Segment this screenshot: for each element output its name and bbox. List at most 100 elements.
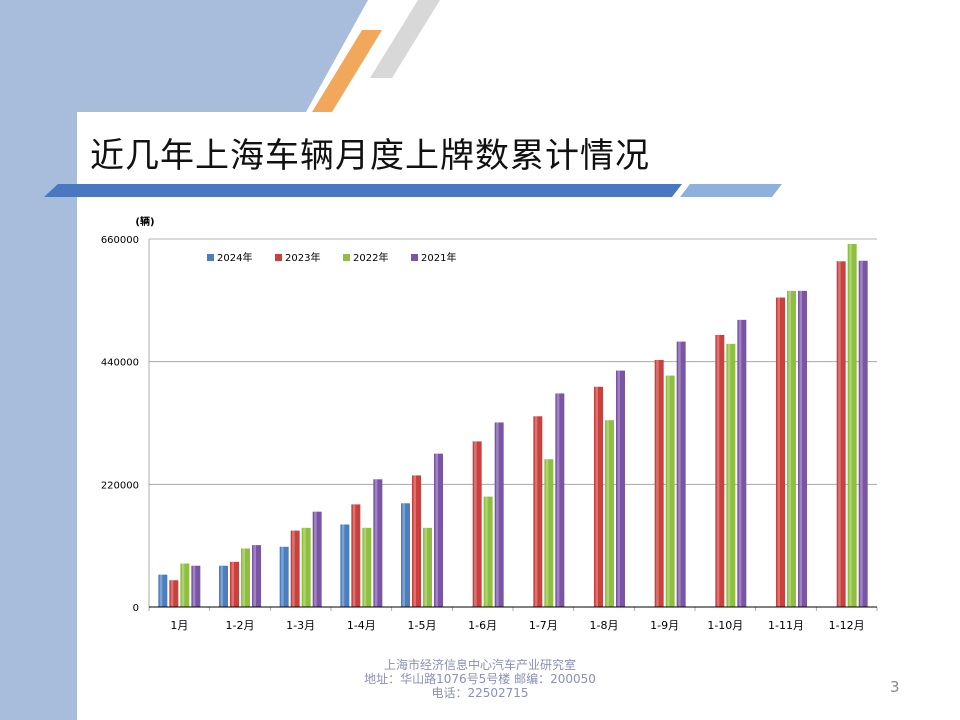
gray-stripe <box>370 0 440 78</box>
x-tick-label: 1-2月 <box>226 619 255 632</box>
bar <box>665 375 675 607</box>
bar-highlight <box>860 260 863 607</box>
bar-highlight <box>424 527 427 607</box>
slide-title: 近几年上海车辆月度上牌数累计情况 <box>90 136 650 176</box>
bar <box>616 370 625 607</box>
bar <box>555 393 565 607</box>
bar <box>494 422 504 607</box>
bar <box>594 386 603 607</box>
bar <box>351 504 361 607</box>
page-number: 3 <box>890 678 900 696</box>
legend-label: 2021年 <box>421 251 456 264</box>
footer-phone: 电话：22502715 <box>431 686 529 700</box>
bar-highlight <box>303 527 306 607</box>
bar <box>169 580 179 607</box>
x-tick-label: 1-7月 <box>529 619 558 632</box>
bar-highlight <box>253 545 256 607</box>
x-tick-label: 1月 <box>170 619 188 632</box>
bar-highlight <box>170 580 174 607</box>
legend-swatch <box>207 254 214 261</box>
y-tick-label: 220000 <box>101 480 139 491</box>
bar <box>798 290 807 607</box>
x-tick-label: 1-6月 <box>468 619 497 632</box>
x-tick-label: 1-4月 <box>347 619 376 632</box>
bar-highlight <box>617 370 620 607</box>
x-tick-label: 1-5月 <box>408 619 437 632</box>
bar-highlight <box>799 290 802 607</box>
orange-stripe <box>312 30 382 112</box>
legend-label: 2023年 <box>285 251 320 264</box>
bar <box>290 530 300 607</box>
bar-highlight <box>413 475 416 607</box>
y-axis-label: (辆) <box>135 215 154 228</box>
bar-highlight <box>231 561 234 607</box>
bar <box>847 244 857 607</box>
bar-highlight <box>402 503 405 607</box>
footer-org: 上海市经济信息中心汽车产业研究室 <box>383 658 576 672</box>
bar-highlight <box>606 420 609 607</box>
x-tick-label: 1-11月 <box>768 619 804 632</box>
y-tick-label: 0 <box>133 603 139 614</box>
bar-highlight <box>496 422 499 607</box>
bar-highlight <box>181 563 185 607</box>
bar-highlight <box>242 548 245 607</box>
bar <box>676 341 686 607</box>
bar-highlight <box>435 453 438 607</box>
bar-highlight <box>656 359 659 607</box>
bar <box>401 503 410 607</box>
bar <box>836 261 846 607</box>
legend-label: 2024年 <box>217 251 252 264</box>
bar <box>279 546 289 607</box>
bar <box>737 319 747 607</box>
bar <box>191 565 201 607</box>
bar <box>776 297 785 607</box>
bar-highlight <box>545 459 549 607</box>
bar <box>726 343 736 607</box>
x-tick-label: 1-9月 <box>650 619 679 632</box>
bar <box>544 459 554 607</box>
bar <box>715 334 725 607</box>
bar <box>483 496 493 607</box>
bar-highlight <box>777 297 780 607</box>
legend-swatch <box>411 254 418 261</box>
bar-highlight <box>678 341 681 607</box>
bar <box>787 290 796 607</box>
x-tick-label: 1-3月 <box>286 619 315 632</box>
bar-highlight <box>738 319 742 607</box>
bar <box>312 511 322 607</box>
footer-address: 地址：华山路1076号5号楼 邮编：200050 <box>364 672 596 686</box>
title-underline-dark <box>44 184 682 197</box>
legend-swatch <box>343 254 350 261</box>
title-underline-light <box>680 184 782 197</box>
bar <box>230 561 239 607</box>
x-tick-label: 1-12月 <box>829 619 865 632</box>
footer: 上海市经济信息中心汽车产业研究室 地址：华山路1076号5号楼 邮编：20005… <box>310 658 650 700</box>
bar-chart: 0 220000 440000 660000 (辆) 1月 1-2月 1-3月 1-4月 1-5月… <box>101 215 878 632</box>
bar-highlight <box>474 441 477 607</box>
bar-highlight <box>363 527 367 607</box>
bar-highlight <box>220 565 223 607</box>
y-tick-label: 660000 <box>101 235 139 246</box>
bar-highlight <box>727 343 731 607</box>
x-tick-label: 1-10月 <box>707 619 743 632</box>
bar <box>340 524 350 607</box>
bar <box>654 359 664 607</box>
bar-highlight <box>192 565 196 607</box>
bar <box>158 574 168 607</box>
bar-highlight <box>159 574 163 607</box>
bar-highlight <box>849 244 852 607</box>
bar-highlight <box>485 496 488 607</box>
legend-swatch <box>275 254 282 261</box>
bar <box>362 527 372 607</box>
bar-highlight <box>314 511 317 607</box>
bar <box>373 479 383 607</box>
bar-highlight <box>667 375 670 607</box>
bar-highlight <box>716 334 720 607</box>
bar <box>241 548 250 607</box>
bar <box>434 453 443 607</box>
bar <box>180 563 190 607</box>
bar-highlight <box>374 479 378 607</box>
bar <box>412 475 421 607</box>
sidebar-band <box>0 0 77 720</box>
